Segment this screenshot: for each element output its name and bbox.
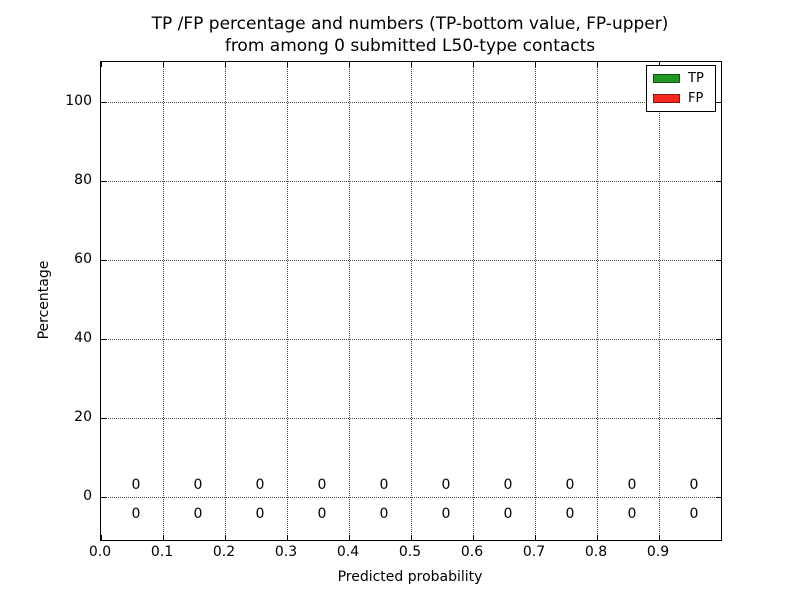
legend-swatch-tp	[653, 74, 680, 84]
chart-title-line1: TP /FP percentage and numbers (TP-bottom…	[151, 14, 669, 34]
x-tick-label: 0.7	[522, 544, 546, 560]
tp-count-label: 0	[131, 505, 141, 522]
fp-count-label: 0	[627, 476, 637, 493]
legend-label: TP	[688, 71, 704, 87]
x-tick-mark	[411, 535, 412, 540]
fp-count-label: 0	[565, 476, 575, 493]
x-tick-mark	[659, 535, 660, 540]
legend-entry-tp: TP	[653, 72, 709, 85]
legend-swatch-fp	[653, 93, 680, 103]
x-tick-mark	[535, 62, 536, 67]
x-axis-label: Predicted probability	[337, 569, 483, 585]
x-tick-mark	[473, 62, 474, 67]
y-tick-mark	[101, 101, 106, 103]
y-tick-mark	[716, 338, 721, 340]
legend-entry-fp: FP	[653, 92, 709, 105]
y-axis-label: Percentage	[36, 260, 52, 340]
x-gridline	[411, 62, 412, 540]
x-tick-mark	[225, 535, 226, 540]
tp-count-label: 0	[317, 505, 327, 522]
x-tick-mark	[287, 535, 288, 540]
y-tick-label: 0	[83, 487, 92, 504]
chart-title: TP /FP percentage and numbers (TP-bottom…	[100, 13, 720, 58]
x-gridline	[163, 62, 164, 540]
fp-count-label: 0	[255, 476, 265, 493]
y-tick-mark	[101, 180, 106, 182]
tp-count-label: 0	[193, 505, 203, 522]
x-tick-mark	[101, 62, 102, 67]
x-tick-label: 0.6	[460, 544, 484, 560]
x-tick-mark	[163, 62, 164, 67]
x-tick-label: 0.3	[274, 544, 298, 560]
y-tick-mark	[716, 259, 721, 261]
y-tick-label: 60	[74, 250, 92, 267]
x-gridline	[225, 62, 226, 540]
y-tick-label: 40	[74, 329, 92, 346]
y-tick-mark	[716, 417, 721, 419]
x-gridline	[287, 62, 288, 540]
x-tick-mark	[287, 62, 288, 67]
fp-count-label: 0	[379, 476, 389, 493]
y-tick-mark	[716, 101, 721, 103]
fp-count-label: 0	[193, 476, 203, 493]
x-tick-mark	[659, 62, 660, 67]
y-tick-mark	[101, 338, 106, 340]
x-gridline	[473, 62, 474, 540]
x-tick-mark	[349, 62, 350, 67]
x-tick-mark	[349, 535, 350, 540]
x-gridline	[597, 62, 598, 540]
plot-area: 0 0 0 0 0 0 0 0 0 0 0 0 0 0 0 0 0 0 0 0	[100, 61, 722, 541]
x-tick-mark	[535, 535, 536, 540]
y-tick-mark	[716, 496, 721, 498]
x-gridline	[659, 62, 660, 540]
x-gridline	[535, 62, 536, 540]
y-tick-mark	[101, 417, 106, 419]
chart-title-line2: from among 0 submitted L50-type contacts	[224, 36, 596, 57]
x-tick-label: 0.1	[150, 544, 174, 560]
y-tick-label: 20	[74, 408, 92, 425]
legend-label: FP	[688, 90, 704, 106]
x-tick-label: 0.8	[584, 544, 608, 560]
y-tick-mark	[716, 180, 721, 182]
tp-count-label: 0	[565, 505, 575, 522]
fp-count-label: 0	[503, 476, 513, 493]
fp-count-label: 0	[131, 476, 141, 493]
x-tick-mark	[225, 62, 226, 67]
x-tick-label: 0.0	[88, 544, 112, 560]
x-tick-mark	[411, 62, 412, 67]
x-tick-mark	[597, 62, 598, 67]
tp-count-label: 0	[627, 505, 637, 522]
y-tick-mark	[101, 496, 106, 498]
x-tick-label: 0.4	[336, 544, 360, 560]
x-gridline	[349, 62, 350, 540]
x-tick-mark	[163, 535, 164, 540]
tp-count-label: 0	[503, 505, 513, 522]
tp-count-label: 0	[441, 505, 451, 522]
x-tick-mark	[473, 535, 474, 540]
x-tick-label: 0.5	[398, 544, 422, 560]
tp-count-label: 0	[689, 505, 699, 522]
x-tick-mark	[597, 535, 598, 540]
fp-count-label: 0	[317, 476, 327, 493]
fp-count-label: 0	[441, 476, 451, 493]
y-tick-label: 100	[65, 92, 92, 109]
x-tick-label: 0.2	[212, 544, 236, 560]
tp-count-label: 0	[255, 505, 265, 522]
fp-count-label: 0	[689, 476, 699, 493]
legend: TP FP	[646, 65, 716, 112]
x-tick-mark	[101, 535, 102, 540]
tp-count-label: 0	[379, 505, 389, 522]
y-tick-label: 80	[74, 171, 92, 188]
y-tick-mark	[101, 259, 106, 261]
x-tick-label: 0.9	[646, 544, 670, 560]
